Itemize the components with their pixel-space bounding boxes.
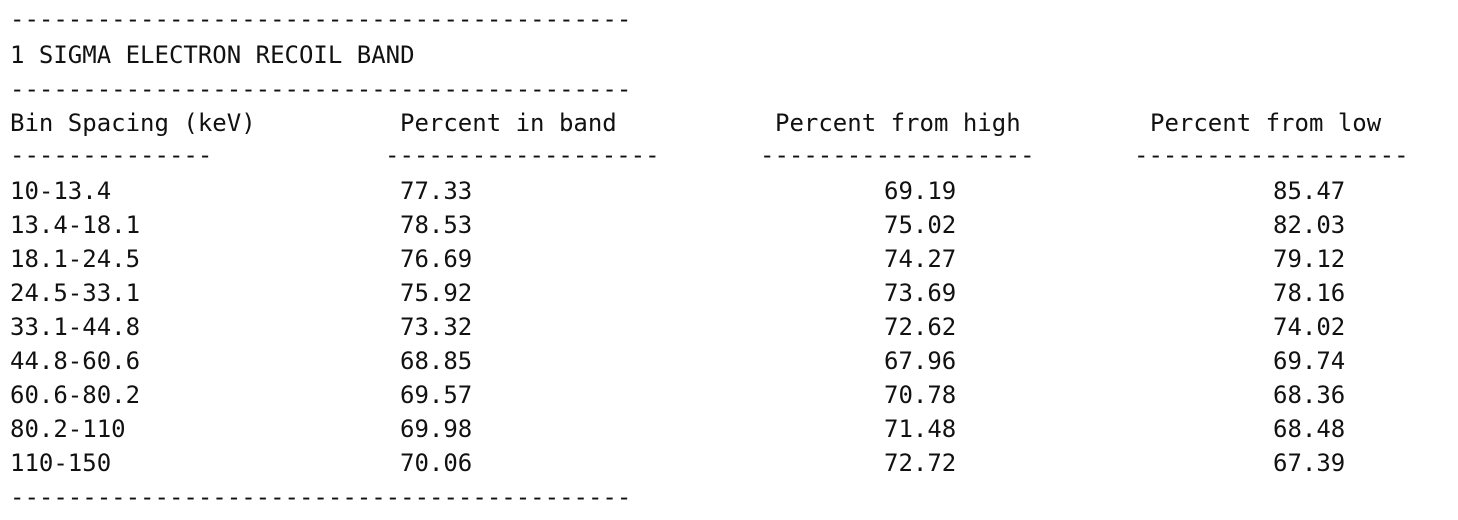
cell-bin-spacing: 80.2-110 [10,412,126,446]
cell-percent-from-high: 72.62 [884,310,956,344]
cell-percent-from-high: 67.96 [884,344,956,378]
cell-percent-from-high: 74.27 [884,242,956,276]
cell-percent-from-low: 69.74 [1273,344,1345,378]
header-percent-from-low: Percent from low [1150,106,1381,140]
cell-percent-from-low: 85.47 [1273,174,1345,208]
cell-percent-in-band: 68.85 [400,344,472,378]
cell-bin-spacing: 24.5-33.1 [10,276,140,310]
cell-percent-from-low: 68.36 [1273,378,1345,412]
cell-percent-in-band: 75.92 [400,276,472,310]
title-rule: ----------------------------------------… [10,72,694,106]
cell-bin-spacing: 33.1-44.8 [10,310,140,344]
cell-percent-from-low: 68.48 [1273,412,1345,446]
cell-bin-spacing: 13.4-18.1 [10,208,140,242]
cell-bin-spacing: 110-150 [10,446,111,480]
header-rule-bin: -------------- [10,138,228,172]
cell-bin-spacing: 44.8-60.6 [10,344,140,378]
cell-percent-from-low: 74.02 [1273,310,1345,344]
cell-percent-in-band: 69.98 [400,412,472,446]
cell-bin-spacing: 60.6-80.2 [10,378,140,412]
cell-percent-from-high: 69.19 [884,174,956,208]
cell-percent-from-low: 67.39 [1273,446,1345,480]
cell-percent-from-high: 73.69 [884,276,956,310]
header-percent-in-band: Percent in band [400,106,617,140]
header-rule-from-high: ------------------- [760,138,1056,172]
cell-percent-in-band: 69.57 [400,378,472,412]
cell-percent-from-low: 78.16 [1273,276,1345,310]
cell-percent-in-band: 76.69 [400,242,472,276]
cell-percent-in-band: 73.32 [400,310,472,344]
header-rule-from-low: ------------------- [1134,138,1430,172]
header-rule-in-band: ------------------- [385,138,681,172]
cell-percent-in-band: 78.53 [400,208,472,242]
cell-bin-spacing: 18.1-24.5 [10,242,140,276]
cell-percent-from-high: 75.02 [884,208,956,242]
cell-percent-from-low: 82.03 [1273,208,1345,242]
cell-percent-in-band: 70.06 [400,446,472,480]
cell-percent-from-low: 79.12 [1273,242,1345,276]
bottom-rule: ----------------------------------------… [10,480,694,514]
cell-bin-spacing: 10-13.4 [10,174,111,208]
header-bin-spacing: Bin Spacing (keV) [10,106,256,140]
cell-percent-from-high: 72.72 [884,446,956,480]
cell-percent-in-band: 77.33 [400,174,472,208]
cell-percent-from-high: 70.78 [884,378,956,412]
table-title: 1 SIGMA ELECTRON RECOIL BAND [10,38,415,72]
header-percent-from-high: Percent from high [775,106,1021,140]
top-rule: ----------------------------------------… [10,2,694,36]
cell-percent-from-high: 71.48 [884,412,956,446]
